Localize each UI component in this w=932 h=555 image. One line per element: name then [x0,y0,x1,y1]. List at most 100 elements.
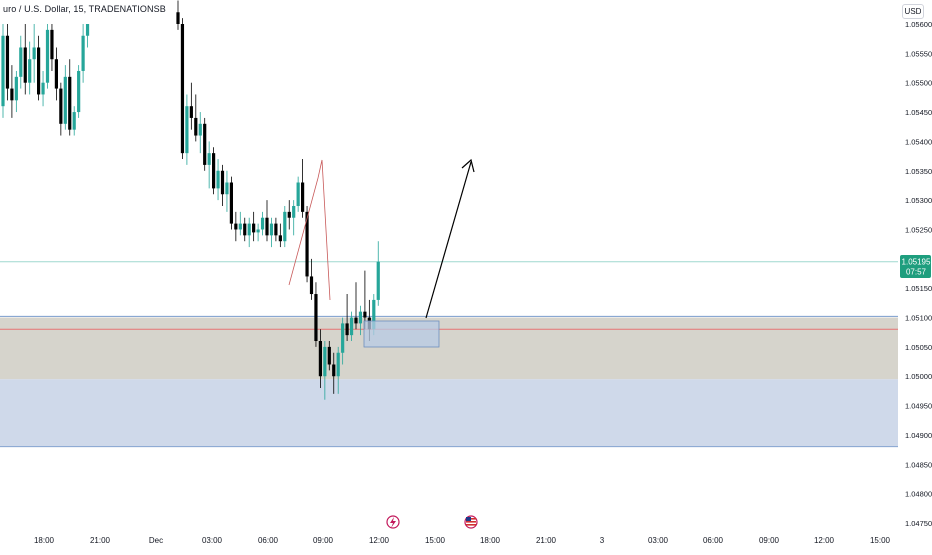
grey-zone[interactable] [0,317,898,380]
price-axis[interactable]: 1.05600 1.05550 1.05500 1.05450 1.05400 1.053… [905,20,932,528]
candle [296,176,300,212]
candle-body [203,123,207,165]
candle [314,282,318,347]
price-axis-label: 1.05450 [905,108,932,117]
candle [234,211,238,242]
candle [252,211,256,242]
candle [81,24,85,83]
time-axis-label: 21:00 [90,536,111,545]
candle-body [260,217,265,230]
candle [1,24,5,118]
projection-arrow[interactable] [425,158,475,319]
candle [225,170,229,212]
time-axis-label: 12:00 [814,536,835,545]
candle [349,311,354,342]
time-axis-label: 03:00 [648,536,669,545]
candle [256,223,260,242]
price-axis-label: 1.05100 [905,314,932,323]
candle-body [176,12,180,24]
candle-body [59,88,63,124]
candle-body [1,35,5,107]
candle [189,82,193,130]
candle [85,24,90,48]
time-axis-label: 09:00 [759,536,780,545]
event-markers [386,515,478,529]
candle-body [212,153,216,189]
candle-body [10,88,14,101]
time-axis-label: 18:00 [34,536,55,545]
candle [278,223,282,248]
candle [19,35,23,89]
lightning-event-icon[interactable] [386,515,400,529]
candle [59,82,63,136]
candle [5,24,10,101]
candle-body [376,261,380,300]
candle-body [28,59,32,83]
candle-body [185,106,189,154]
price-axis-label: 1.05550 [905,49,932,58]
price-axis-label: 1.04850 [905,460,932,469]
candle [194,94,198,142]
candle [50,24,54,71]
candle [283,205,287,248]
entry-rectangle[interactable] [363,320,440,348]
time-axis-label: 12:00 [369,536,390,545]
candle-body [372,299,376,330]
time-axis-label: 06:00 [703,536,724,545]
price-axis-label: 1.05050 [905,343,932,352]
currency-button[interactable]: USD [902,4,924,19]
price-axis-label: 1.04950 [905,402,932,411]
candle [45,24,50,89]
symbol-title[interactable]: uro / U.S. Dollar, 15, TRADENATIONSB [3,4,166,14]
time-axis-label: 15:00 [425,536,446,545]
time-axis-label: 21:00 [536,536,557,545]
candle-body [314,294,318,342]
candle [260,211,265,236]
candle [363,270,367,330]
candle-body [19,47,23,77]
candle-body [363,311,367,318]
red-trend-drawing[interactable] [288,159,331,301]
candle [292,200,296,236]
candle-body [318,341,322,377]
price-axis-label: 1.05350 [905,167,932,176]
time-axis[interactable]: 18:00 21:00 Dec 03:00 06:00 09:00 12:00 15:00 18… [34,536,891,545]
candle-body [229,182,233,224]
candle-body [216,170,220,189]
candle-body [243,223,247,236]
candle-body [32,47,36,60]
candle-body [194,117,198,136]
candle-body [14,76,18,101]
candle-body [274,223,278,236]
candle [341,317,345,365]
current-price-label: 1.05195 [902,258,931,267]
us-flag-event-icon[interactable] [464,515,478,529]
candle [265,200,269,242]
candle [220,164,225,206]
candle [198,112,202,154]
support-zone[interactable] [0,379,898,447]
candle-body [5,35,10,89]
candle-body [309,276,314,295]
candle-body [85,24,90,36]
candle-body [238,223,242,230]
candle-body [256,229,260,233]
candle [41,70,45,107]
candle [77,65,81,118]
candle [269,217,274,248]
candle-body [341,323,345,353]
candle-body [234,223,238,230]
candle-body [207,153,211,165]
candle-body [305,211,309,277]
candle [238,211,242,236]
candlestick-series [1,0,380,400]
candle-body [45,29,50,83]
candle-body [345,323,349,336]
candle-body [225,182,229,195]
candle [309,258,314,300]
candle [229,176,233,230]
price-axis-label: 1.05000 [905,372,932,381]
candle [345,294,349,342]
